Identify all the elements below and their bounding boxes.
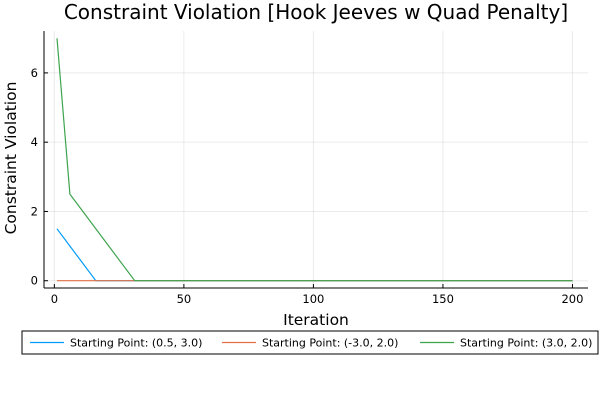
x-tick-label: 100 bbox=[302, 292, 324, 306]
series-line-1 bbox=[56, 228, 573, 282]
x-tick-label: 200 bbox=[561, 292, 583, 306]
axes bbox=[43, 31, 588, 289]
y-tick-label: 2 bbox=[31, 204, 38, 218]
chart-title: Constraint Violation [Hook Jeeves w Quad… bbox=[64, 0, 568, 24]
y-tick-label: 6 bbox=[31, 66, 38, 80]
x-tick-label: 50 bbox=[177, 292, 192, 306]
x-axis-label: Iteration bbox=[283, 311, 349, 329]
x-tick-label: 0 bbox=[51, 292, 58, 306]
tick-labels: 0 50 100 150 200 0 2 4 6 bbox=[31, 66, 584, 306]
series-lines bbox=[56, 38, 573, 282]
grid bbox=[44, 31, 588, 288]
x-tick-label: 150 bbox=[432, 292, 454, 306]
legend-box bbox=[21, 330, 599, 355]
y-tick-label: 4 bbox=[31, 135, 38, 149]
y-axis-label: Constraint Violation bbox=[2, 82, 20, 235]
legend-label: Starting Point: (-3.0, 2.0) bbox=[262, 337, 398, 350]
legend-label: Starting Point: (3.0, 2.0) bbox=[460, 337, 592, 350]
legend-label: Starting Point: (0.5, 3.0) bbox=[70, 337, 202, 350]
y-tick-label: 0 bbox=[31, 274, 38, 288]
series-line-3 bbox=[56, 38, 573, 282]
legend: Starting Point: (0.5, 3.0) Starting Point… bbox=[21, 330, 599, 355]
